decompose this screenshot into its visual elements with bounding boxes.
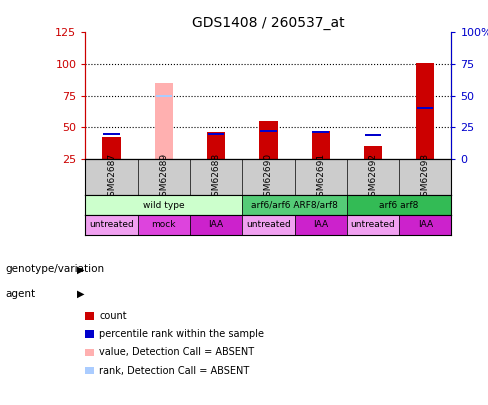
Text: arf6/arf6 ARF8/arf8: arf6/arf6 ARF8/arf8 (251, 200, 338, 209)
Bar (242, 195, 347, 215)
Text: GSM62692: GSM62692 (368, 153, 378, 202)
Text: IAA: IAA (418, 220, 433, 230)
Text: untreated: untreated (89, 220, 134, 230)
Bar (259, 121, 278, 159)
Bar (190, 215, 242, 235)
Text: GSM62693: GSM62693 (421, 152, 430, 202)
Text: value, Detection Call = ABSENT: value, Detection Call = ABSENT (99, 347, 254, 357)
Text: GSM62691: GSM62691 (316, 152, 325, 202)
Bar (85, 215, 138, 235)
Text: count: count (99, 311, 127, 321)
Bar (365, 134, 381, 136)
Text: GSM62688: GSM62688 (212, 152, 221, 202)
Text: untreated: untreated (246, 220, 291, 230)
Bar (417, 107, 433, 109)
Text: GSM62690: GSM62690 (264, 152, 273, 202)
Bar (295, 215, 347, 235)
Text: IAA: IAA (208, 220, 224, 230)
Bar (208, 133, 224, 134)
Text: GSM62687: GSM62687 (107, 152, 116, 202)
Title: GDS1408 / 260537_at: GDS1408 / 260537_at (192, 16, 345, 30)
Bar (242, 215, 295, 235)
Bar (260, 130, 277, 132)
Text: untreated: untreated (350, 220, 395, 230)
Bar (416, 63, 434, 159)
Bar (364, 146, 382, 159)
Bar (207, 132, 225, 159)
Bar (138, 215, 190, 235)
Text: GSM62689: GSM62689 (159, 152, 168, 202)
Bar (85, 195, 242, 215)
Bar (102, 137, 121, 159)
Bar (311, 131, 330, 159)
Text: rank, Detection Call = ABSENT: rank, Detection Call = ABSENT (99, 366, 249, 375)
Bar (399, 215, 451, 235)
Bar (347, 215, 399, 235)
Bar (155, 83, 173, 159)
Text: ▶: ▶ (77, 264, 84, 274)
Text: IAA: IAA (313, 220, 328, 230)
Bar (347, 195, 451, 215)
Text: wild type: wild type (143, 200, 184, 209)
Text: ▶: ▶ (77, 289, 84, 298)
Text: arf6 arf8: arf6 arf8 (380, 200, 419, 209)
Text: agent: agent (5, 289, 35, 298)
Text: genotype/variation: genotype/variation (5, 264, 104, 274)
Bar (156, 95, 172, 97)
Bar (312, 132, 329, 133)
Text: percentile rank within the sample: percentile rank within the sample (99, 329, 264, 339)
Text: mock: mock (152, 220, 176, 230)
Bar (103, 133, 120, 134)
